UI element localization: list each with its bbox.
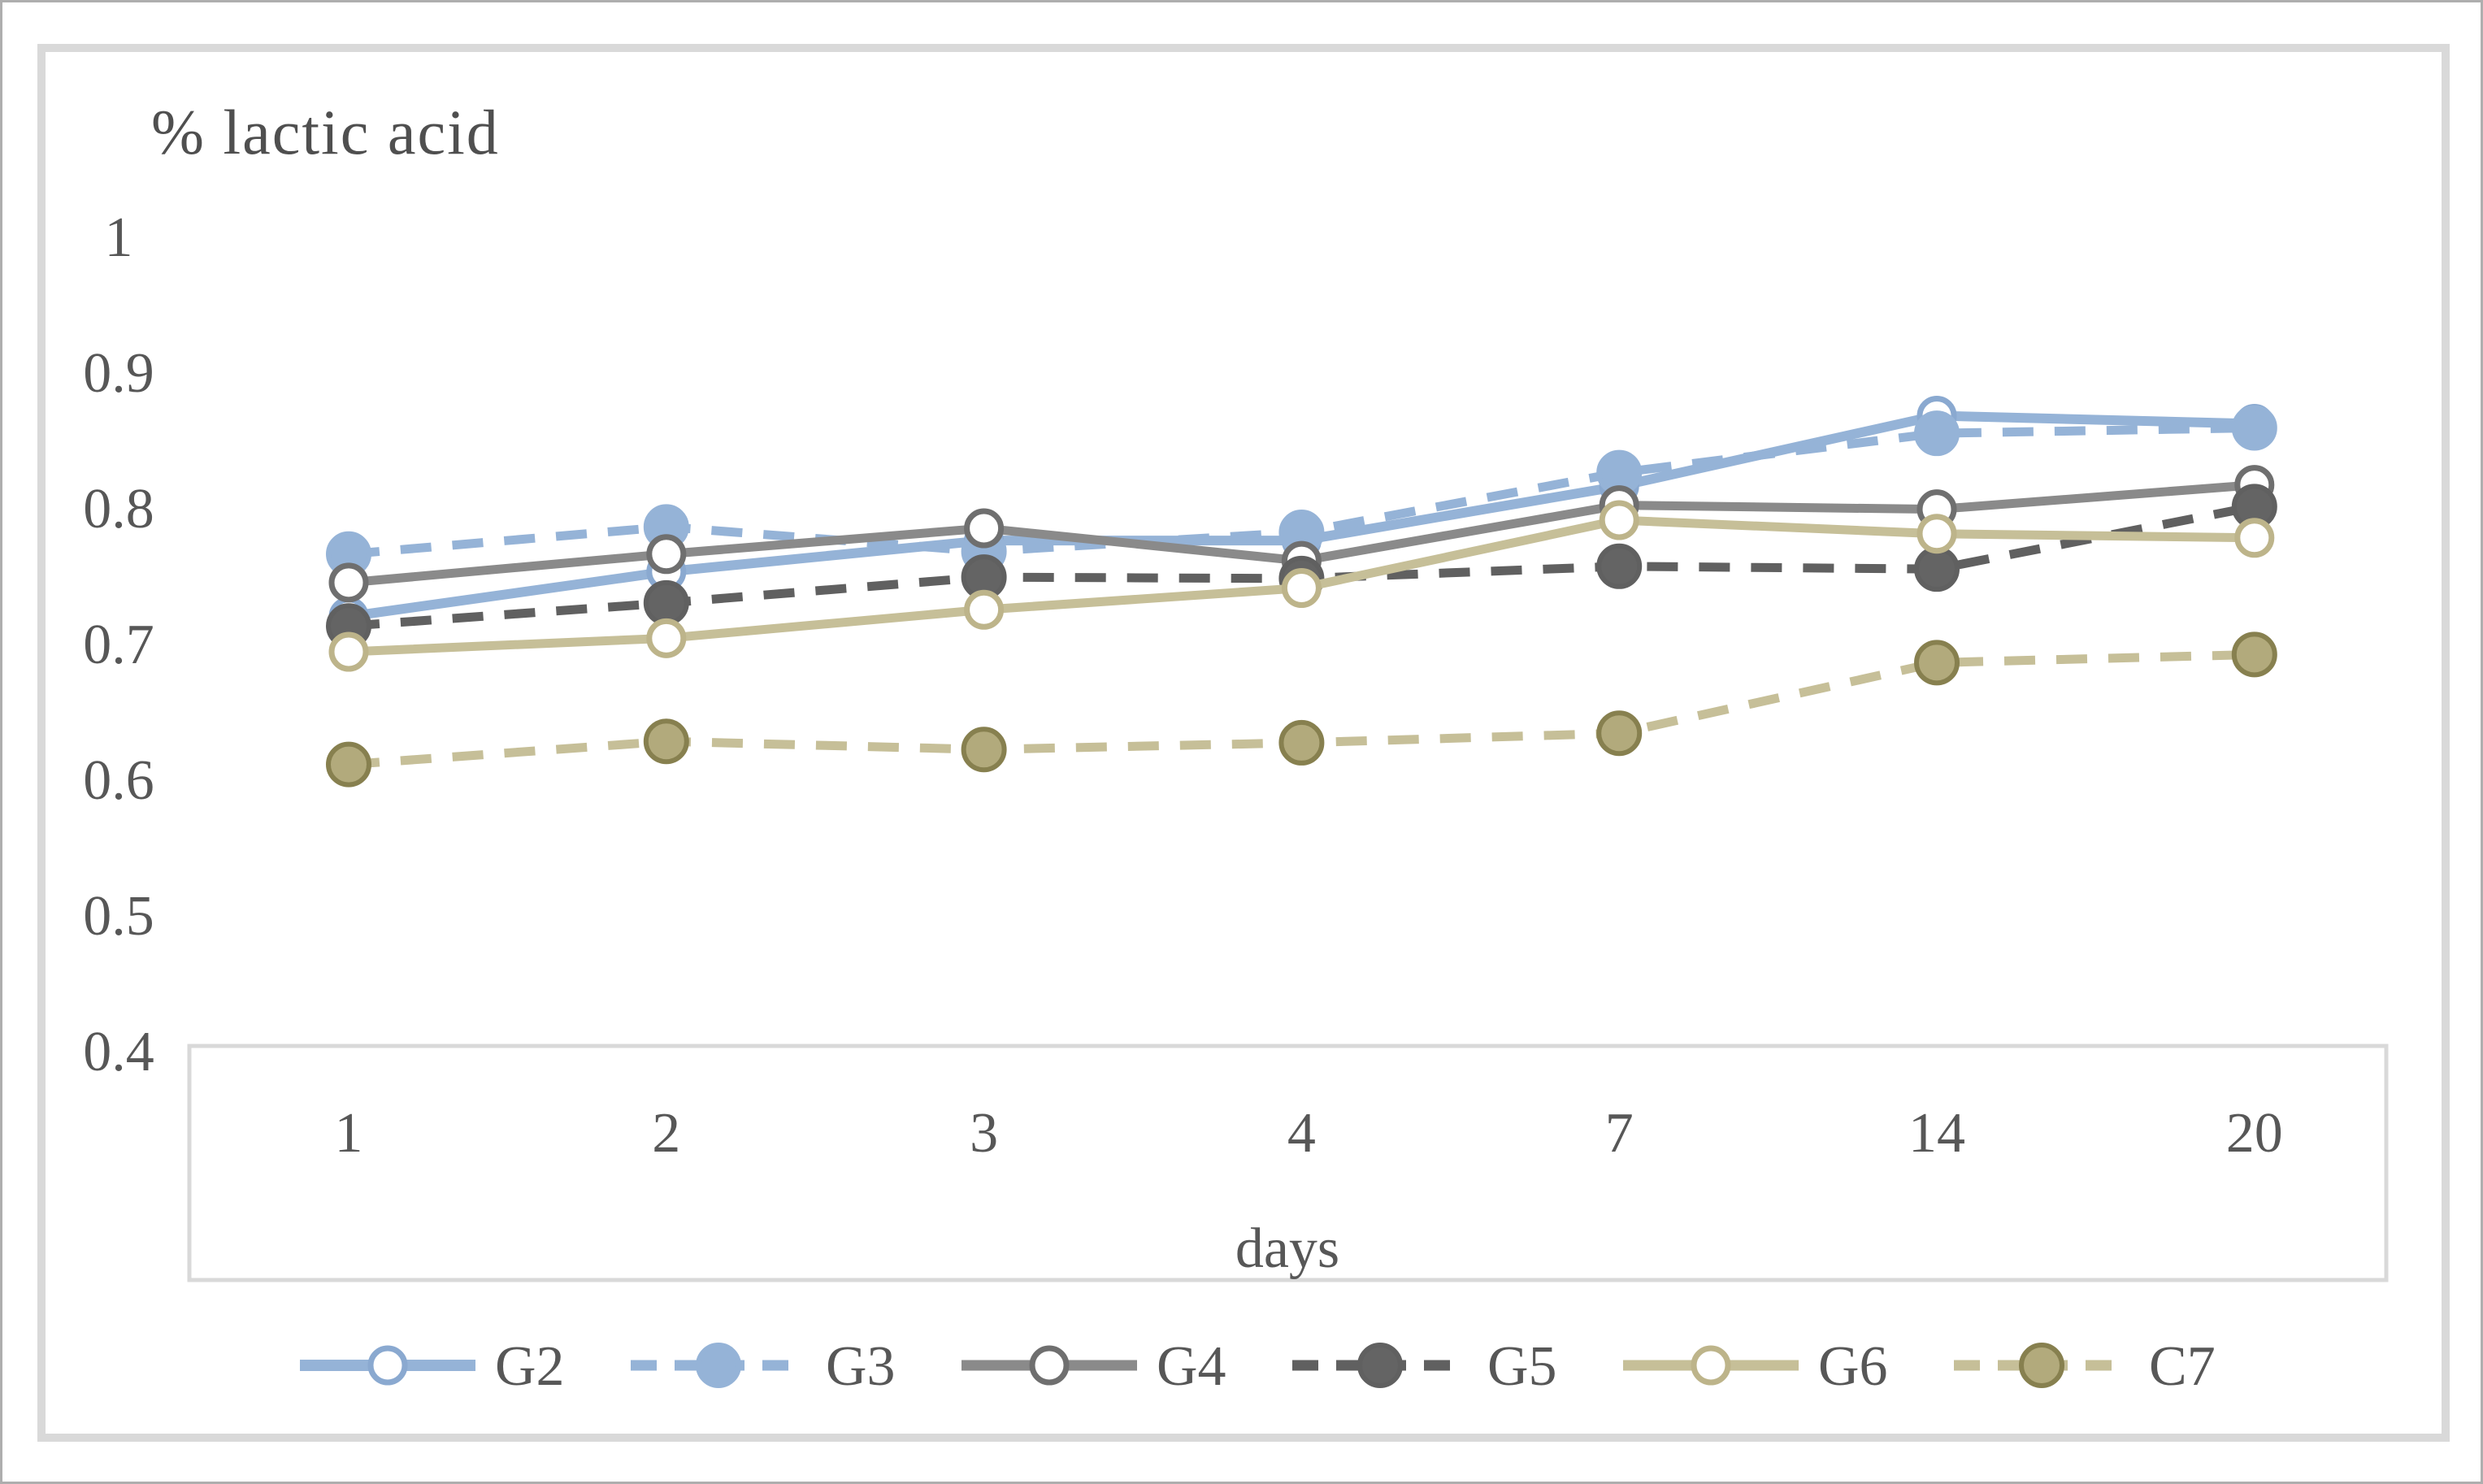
x-tick-label: 3 bbox=[970, 1102, 998, 1165]
series-C7-marker-filled-circle bbox=[1596, 710, 1643, 757]
chart-frame bbox=[37, 44, 2450, 1442]
legend-G6-marker-open-circle bbox=[1691, 1345, 1731, 1386]
series-G6-marker-open-circle bbox=[646, 618, 687, 658]
series-G3-marker-filled-circle bbox=[1914, 410, 1960, 457]
legend-label-G4: G4 bbox=[1157, 1335, 1226, 1398]
legend-label-G3: G3 bbox=[826, 1335, 896, 1398]
legend-label-C7: C7 bbox=[2149, 1335, 2216, 1398]
legend-C7-marker-filled-circle bbox=[2019, 1343, 2064, 1388]
legend-G2-marker-open-circle bbox=[367, 1345, 408, 1386]
series-G4-marker-open-circle bbox=[328, 562, 369, 603]
x-tick-label: 4 bbox=[1287, 1102, 1316, 1165]
series-C7-marker-filled-circle bbox=[2231, 631, 2277, 678]
x-tick-label: 1 bbox=[335, 1102, 363, 1165]
x-tick-label: 20 bbox=[2226, 1102, 2283, 1165]
x-axis-title: days bbox=[1235, 1217, 1340, 1280]
series-G6-marker-open-circle bbox=[1599, 500, 1639, 540]
series-G6-marker-open-circle bbox=[964, 589, 1005, 630]
x-tick-label: 2 bbox=[652, 1102, 680, 1165]
legend-label-G6: G6 bbox=[1818, 1335, 1888, 1398]
series-G6-marker-open-circle bbox=[328, 631, 369, 672]
series-G4-marker-open-circle bbox=[646, 534, 687, 575]
series-G5-marker-filled-circle bbox=[643, 579, 689, 626]
y-tick-label: 0.8 bbox=[83, 478, 154, 540]
x-tick-label: 14 bbox=[1908, 1102, 1965, 1165]
legend-label-G2: G2 bbox=[495, 1335, 565, 1398]
series-G6-marker-open-circle bbox=[1917, 514, 1957, 554]
y-tick-label: 0.7 bbox=[83, 614, 154, 676]
series-C7-marker-filled-circle bbox=[961, 727, 1007, 773]
y-tick-label: 0.6 bbox=[83, 749, 154, 812]
y-tick-label: 0.4 bbox=[83, 1021, 154, 1083]
y-tick-label: 0.9 bbox=[83, 342, 154, 405]
y-tick-label: 1 bbox=[105, 206, 133, 269]
x-tick-label: 7 bbox=[1605, 1102, 1634, 1165]
x-axis-band bbox=[187, 1044, 2389, 1282]
series-C7-marker-filled-circle bbox=[1914, 640, 1960, 686]
series-G4-marker-open-circle bbox=[964, 508, 1005, 549]
series-G6-marker-open-circle bbox=[2234, 518, 2275, 558]
legend-label-G5: G5 bbox=[1487, 1335, 1557, 1398]
series-G3-marker-filled-circle bbox=[2231, 405, 2277, 451]
y-tick-label: 0.5 bbox=[83, 885, 154, 948]
legend-G3-marker-filled-circle bbox=[696, 1343, 741, 1388]
series-G5-marker-filled-circle bbox=[1596, 543, 1643, 589]
series-G5-marker-filled-circle bbox=[1914, 546, 1960, 592]
chart-title: % lactic acid bbox=[151, 97, 500, 167]
legend-G4-marker-open-circle bbox=[1029, 1345, 1070, 1386]
series-C7-marker-filled-circle bbox=[326, 741, 371, 788]
series-C7-marker-filled-circle bbox=[1278, 719, 1325, 766]
legend-G5-marker-filled-circle bbox=[1357, 1343, 1403, 1388]
series-C7-marker-filled-circle bbox=[643, 718, 689, 765]
series-G6-marker-open-circle bbox=[1281, 568, 1322, 609]
